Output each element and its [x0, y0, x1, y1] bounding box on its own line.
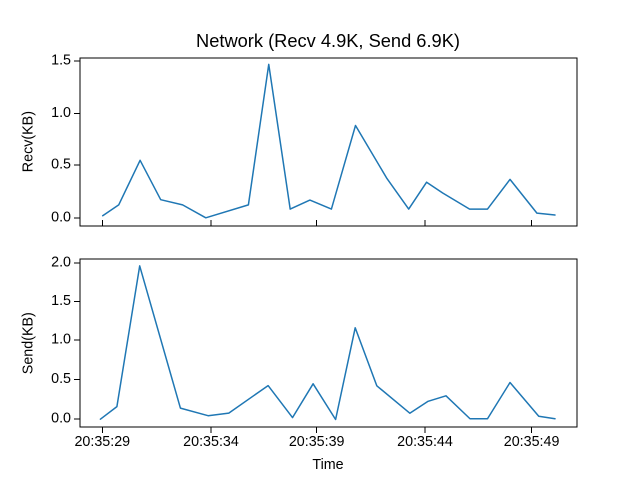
svg-text:1.0: 1.0	[51, 332, 71, 348]
svg-text:0.0: 0.0	[51, 210, 71, 226]
svg-text:20:35:34: 20:35:34	[183, 434, 239, 450]
svg-text:20:35:44: 20:35:44	[397, 434, 453, 450]
svg-text:1.5: 1.5	[51, 52, 71, 68]
svg-text:Recv(KB): Recv(KB)	[21, 111, 37, 172]
svg-text:20:35:29: 20:35:29	[74, 434, 130, 450]
svg-text:1.5: 1.5	[51, 293, 71, 309]
svg-text:Network (Recv 4.9K, Send 6.9K): Network (Recv 4.9K, Send 6.9K)	[196, 30, 460, 51]
svg-text:20:35:49: 20:35:49	[504, 434, 560, 450]
svg-text:0.5: 0.5	[51, 156, 71, 172]
svg-text:Send(KB): Send(KB)	[21, 312, 37, 374]
svg-text:Time: Time	[312, 457, 343, 473]
svg-text:20:35:39: 20:35:39	[289, 434, 345, 450]
svg-text:0.0: 0.0	[51, 410, 71, 426]
svg-text:1.0: 1.0	[51, 105, 71, 121]
svg-text:2.0: 2.0	[51, 255, 71, 271]
svg-text:0.5: 0.5	[51, 371, 71, 387]
